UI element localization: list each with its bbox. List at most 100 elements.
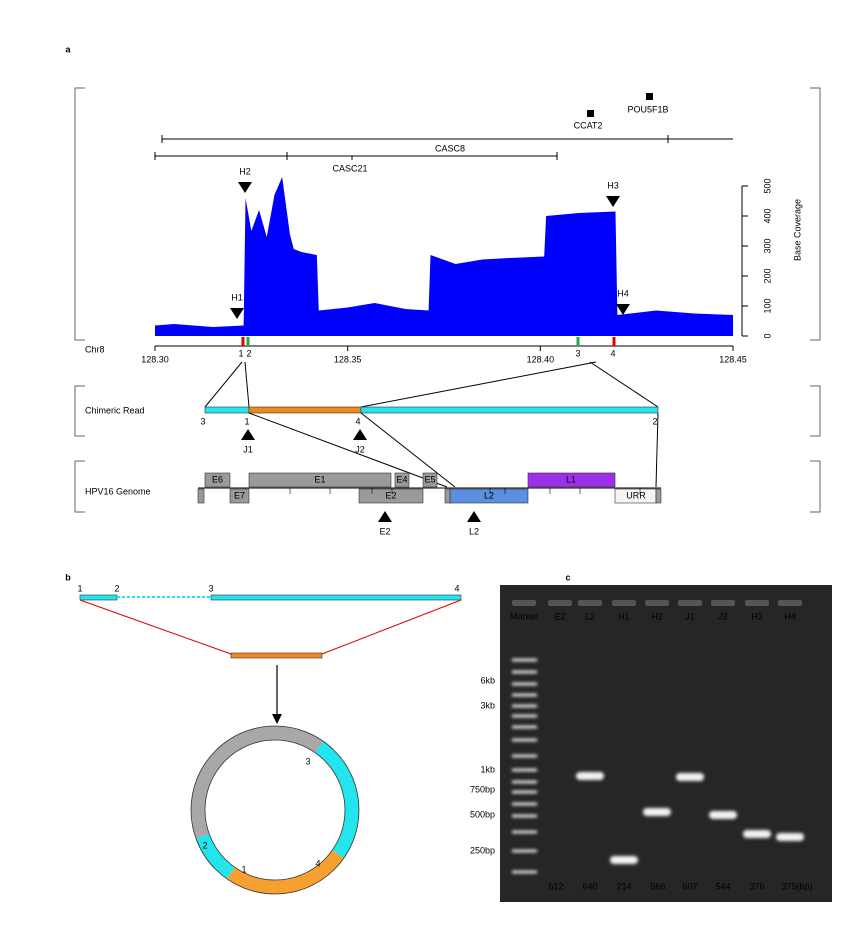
gene-label: CASC21 [332, 163, 367, 173]
junction-label: 1 [238, 348, 243, 358]
site-marker [606, 196, 620, 207]
ladder-band [512, 714, 537, 718]
size-label: 214 [616, 881, 631, 891]
ladder-band [512, 658, 537, 662]
gene-block [422, 472, 438, 488]
gel [500, 585, 832, 902]
well [711, 600, 735, 606]
block [210, 594, 462, 601]
band [776, 833, 804, 841]
y-tick-label: 300 [762, 238, 772, 253]
hpv-gene-label: E6 [212, 474, 223, 484]
gene-label: CCAT2 [574, 120, 603, 130]
site-label: H1 [231, 292, 243, 302]
x-axis-label: Chr8 [85, 344, 105, 354]
gene-label: POU5F1B [627, 104, 668, 114]
cap [655, 488, 662, 504]
junction-marker [241, 429, 255, 440]
panel-label: b [65, 572, 71, 582]
lane-label: H2 [651, 611, 663, 621]
block [360, 406, 659, 414]
lane-label: H4 [784, 611, 796, 621]
hpv-gene-label: E4 [396, 474, 407, 484]
junction-label: 3 [575, 348, 580, 358]
well [778, 600, 802, 606]
bracket [74, 385, 85, 437]
circle-outline [204, 739, 346, 881]
y-tick-label: 0 [762, 333, 772, 338]
marker-label: 1kb [480, 764, 495, 774]
gene-block [248, 472, 392, 488]
site-marker [378, 511, 392, 522]
cap [444, 488, 451, 504]
marker-label: 3kb [480, 700, 495, 710]
bracket [74, 87, 85, 341]
lane-label: H1 [618, 611, 630, 621]
y-tick-label: 100 [762, 298, 772, 313]
ladder-band [512, 670, 537, 674]
ladder-band [512, 780, 537, 784]
size-label: 566 [650, 881, 665, 891]
ladder-band [512, 814, 537, 818]
ladder-band [512, 830, 537, 834]
site-label: L2 [469, 526, 479, 536]
ladder-band [512, 849, 537, 853]
junction-label: 4 [315, 858, 320, 868]
connector [321, 599, 462, 655]
junction-label: 3 [208, 583, 213, 593]
gene-block [229, 488, 250, 504]
lane-label: Marker [510, 611, 538, 621]
lane-label: J2 [718, 611, 728, 621]
x-tick-label: 128.45 [719, 354, 747, 364]
bracket [810, 460, 821, 513]
ladder-band [512, 768, 537, 772]
junction-label: 2 [114, 583, 119, 593]
ladder-band [512, 754, 537, 758]
junction-site-label: J2 [355, 444, 365, 454]
band [709, 811, 737, 819]
site-label: H2 [239, 166, 251, 176]
connector [248, 412, 448, 488]
lane-label: E2 [554, 611, 565, 621]
x-tick-label: 128.30 [141, 354, 169, 364]
marker-label: 250bp [470, 845, 495, 855]
well [548, 600, 572, 606]
size-label: 544 [715, 881, 730, 891]
junction-label: 1 [244, 416, 249, 426]
size-label: 640 [582, 881, 597, 891]
size-label: 607 [682, 881, 697, 891]
site-marker [616, 304, 630, 315]
connector [204, 361, 243, 408]
hpv-gene-label: E2 [385, 490, 396, 500]
coverage-area [155, 177, 733, 336]
ladder-band [512, 725, 537, 729]
connector [360, 361, 597, 408]
well [745, 600, 769, 606]
junction-label: 3 [200, 416, 205, 426]
junction-label: 2 [246, 348, 251, 358]
ladder-band [512, 704, 537, 708]
well [578, 600, 602, 606]
junction-label: 3 [305, 756, 310, 766]
hpv-gene-label: URR [626, 490, 646, 500]
lane-label: J1 [685, 611, 695, 621]
gene-block [527, 472, 616, 488]
gene-box [646, 93, 653, 100]
hpv-gene-label: E1 [314, 474, 325, 484]
circle-segment [196, 833, 236, 879]
junction-label: 1 [77, 583, 82, 593]
track-label: HPV16 Genome [85, 486, 151, 496]
band [743, 830, 771, 838]
junction-label: 2 [652, 416, 657, 426]
circle-segment [226, 849, 344, 894]
arrowhead [272, 714, 282, 724]
connector [655, 412, 659, 488]
site-marker [238, 182, 252, 193]
hpv-gene-label: E5 [424, 474, 435, 484]
band [676, 773, 704, 781]
site-label: H3 [607, 180, 619, 190]
block [204, 406, 250, 414]
connector [79, 599, 232, 655]
junction-label: 2 [202, 840, 207, 850]
